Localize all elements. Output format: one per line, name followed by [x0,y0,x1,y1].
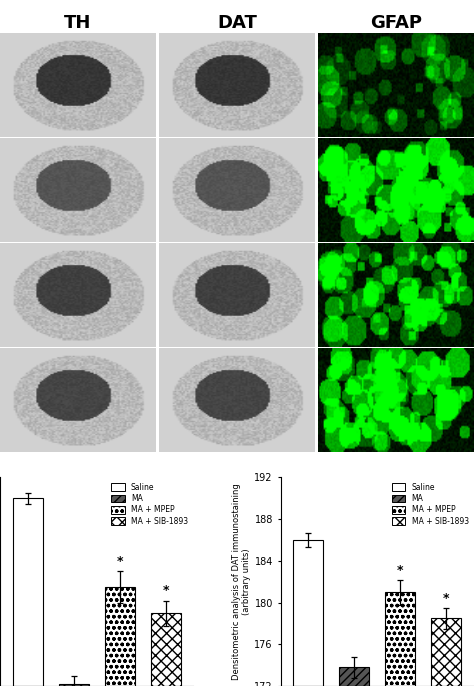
Text: *: * [163,584,169,598]
Text: *: * [117,555,123,568]
Text: *: * [397,563,403,576]
Bar [105,587,135,686]
Bar [431,618,461,686]
Legend: Saline, MA, MA + MPEP, MA + SIB-1893: Saline, MA, MA + MPEP, MA + SIB-1893 [390,482,470,528]
Text: DAT: DAT [217,14,257,32]
Bar [13,498,43,686]
Y-axis label: Densitometric analysis of DAT immunostaining
(arbitrary units): Densitometric analysis of DAT immunostai… [232,484,252,680]
Bar [59,684,89,686]
Legend: Saline, MA, MA + MPEP, MA + SIB-1893: Saline, MA, MA + MPEP, MA + SIB-1893 [109,482,190,528]
Bar [339,667,369,686]
Bar [151,613,181,686]
Text: GFAP: GFAP [370,14,422,32]
Bar [385,592,415,686]
Text: *: * [443,592,450,604]
Bar [293,540,323,686]
Text: TH: TH [64,14,91,32]
